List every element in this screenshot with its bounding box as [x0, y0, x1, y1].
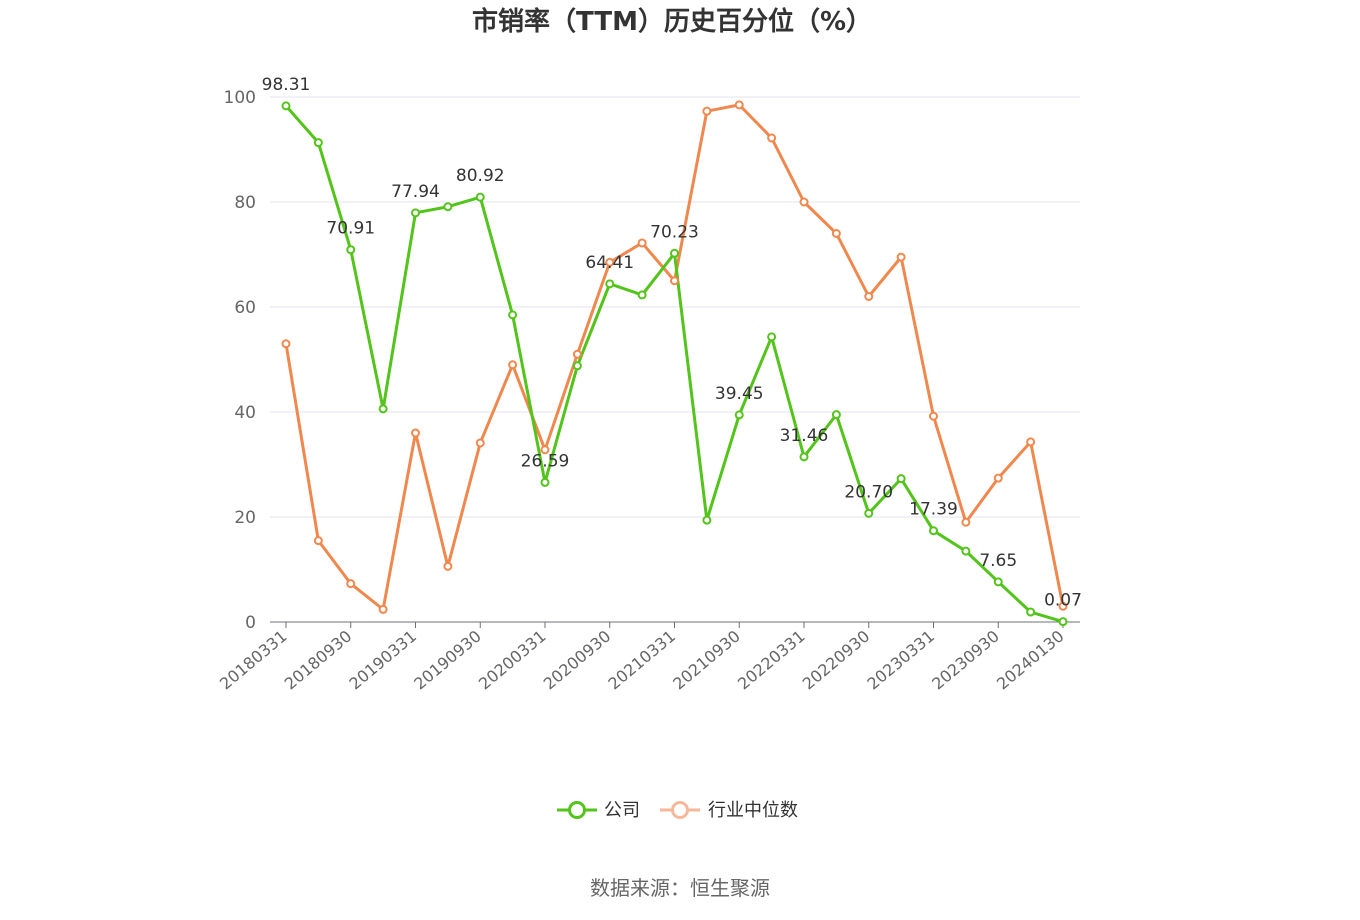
data-point-industry-median [508, 360, 518, 370]
chart-title: 市销率（TTM）历史百分位（%） [472, 6, 872, 37]
x-tick-label: 20200930 [540, 627, 615, 694]
grid-lines [270, 96, 1080, 518]
data-point-industry-median [1026, 437, 1036, 447]
data-point-company [605, 279, 615, 289]
data-point-industry-median [929, 411, 938, 421]
y-tick-label: 100 [224, 88, 256, 108]
legend-company-marker [568, 801, 586, 819]
data-point-company [799, 452, 809, 462]
data-label: 77.94 [391, 182, 440, 202]
data-point-company [637, 290, 647, 300]
x-tick-label: 20220930 [799, 627, 874, 694]
data-point-company [670, 248, 679, 258]
data-point-industry-median [993, 473, 1003, 483]
data-point-industry-median [702, 106, 712, 116]
data-point-industry-median [767, 133, 777, 143]
data-point-company [1058, 617, 1068, 627]
data-point-industry-median [734, 100, 744, 110]
data-point-company [313, 138, 323, 148]
data-point-company [411, 208, 420, 218]
legend[interactable]: 公司 行业中位数 [557, 800, 798, 821]
data-label: 80.92 [456, 166, 505, 186]
data-point-industry-median [670, 276, 679, 286]
data-point-industry-median [896, 252, 906, 262]
x-tick-label: 20200331 [475, 627, 550, 694]
axes: 0 20 40 60 80 100 2018033120180930201903312019… [216, 88, 1080, 693]
data-point-company [702, 515, 712, 525]
data-point-company [929, 526, 938, 536]
data-label: 31.46 [780, 426, 829, 446]
data-point-company [831, 410, 841, 420]
x-tick-label: 20180930 [281, 627, 356, 694]
data-point-company [508, 310, 518, 320]
data-label: 26.59 [521, 451, 570, 471]
data-point-company [896, 474, 906, 484]
data-point-company [572, 361, 582, 371]
data-label: 70.91 [326, 219, 375, 239]
x-tick-label: 20190930 [410, 627, 485, 694]
x-tick-label: 20230930 [928, 627, 1003, 694]
y-tick-label: 60 [234, 298, 256, 318]
data-label: 17.39 [909, 500, 958, 520]
data-point-industry-median [864, 292, 874, 301]
data-label: 7.65 [979, 551, 1017, 571]
y-tick-label: 40 [234, 403, 256, 423]
data-point-industry-median [475, 438, 485, 448]
data-point-industry-median [799, 197, 809, 207]
data-point-company [1026, 607, 1036, 617]
data-label: 64.41 [585, 253, 634, 273]
data-point-company [378, 404, 388, 414]
data-point-company [475, 192, 485, 202]
legend-industry-label: 行业中位数 [708, 800, 798, 821]
series-points [281, 100, 1068, 627]
x-tick-label: 20210930 [669, 627, 744, 694]
data-point-company [961, 546, 971, 556]
data-labels: 98.31 70.91 77.94 80.92 26.59 64.41 70.23 39.45… [262, 75, 1082, 611]
x-tick-label: 20220331 [734, 627, 809, 694]
data-point-industry-median [411, 428, 420, 438]
data-point-industry-median [540, 445, 550, 455]
y-tick-label: 80 [234, 193, 256, 213]
data-point-company [993, 577, 1003, 587]
y-tick-label: 20 [234, 508, 256, 528]
data-point-industry-median [378, 604, 388, 614]
legend-item-industry-median[interactable]: 行业中位数 [660, 800, 798, 821]
data-point-company [346, 245, 356, 255]
data-point-company [734, 410, 744, 420]
data-point-industry-median [572, 349, 582, 359]
data-point-company [540, 477, 550, 487]
data-point-industry-median [605, 257, 615, 267]
data-label: 70.23 [650, 222, 699, 242]
legend-industry-marker [671, 801, 689, 819]
data-point-industry-median [637, 238, 647, 248]
data-point-company [767, 332, 777, 342]
data-point-industry-median [443, 561, 453, 571]
data-point-company [864, 508, 874, 518]
data-point-industry-median [1058, 601, 1068, 611]
data-point-company [443, 202, 453, 212]
x-tick-label: 20210331 [604, 627, 679, 694]
source-note: 数据来源：恒生聚源 [590, 876, 770, 900]
x-tick-label: 20190331 [345, 627, 420, 694]
data-point-industry-median [313, 536, 323, 546]
legend-item-company[interactable]: 公司 [557, 800, 640, 821]
data-label: 39.45 [715, 384, 764, 404]
data-label: 98.31 [262, 75, 311, 95]
data-label: 0.07 [1044, 591, 1082, 611]
data-point-industry-median [281, 339, 291, 349]
data-point-company [281, 101, 291, 111]
x-tick-label: 20180331 [216, 627, 291, 694]
data-label: 20.70 [844, 482, 893, 502]
data-point-industry-median [831, 229, 841, 238]
series-line-industry-median [284, 103, 1065, 611]
x-tick-label: 20230331 [863, 627, 938, 694]
data-point-industry-median [346, 579, 356, 589]
y-tick-label: 0 [245, 613, 256, 633]
x-tick-label: 20240130 [993, 627, 1068, 694]
legend-company-label: 公司 [604, 800, 640, 821]
data-point-industry-median [961, 517, 971, 527]
